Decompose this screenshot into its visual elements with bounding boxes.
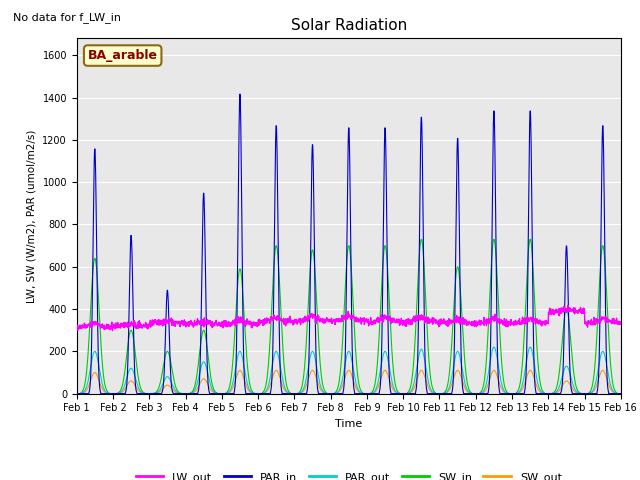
Text: BA_arable: BA_arable <box>88 49 157 62</box>
X-axis label: Time: Time <box>335 419 362 429</box>
Title: Solar Radiation: Solar Radiation <box>291 18 407 33</box>
Text: No data for f_LW_in: No data for f_LW_in <box>13 12 121 23</box>
Legend: LW_out, PAR_in, PAR_out, SW_in, SW_out: LW_out, PAR_in, PAR_out, SW_in, SW_out <box>131 468 566 480</box>
Y-axis label: LW, SW (W/m2), PAR (umol/m2/s): LW, SW (W/m2), PAR (umol/m2/s) <box>27 129 37 303</box>
